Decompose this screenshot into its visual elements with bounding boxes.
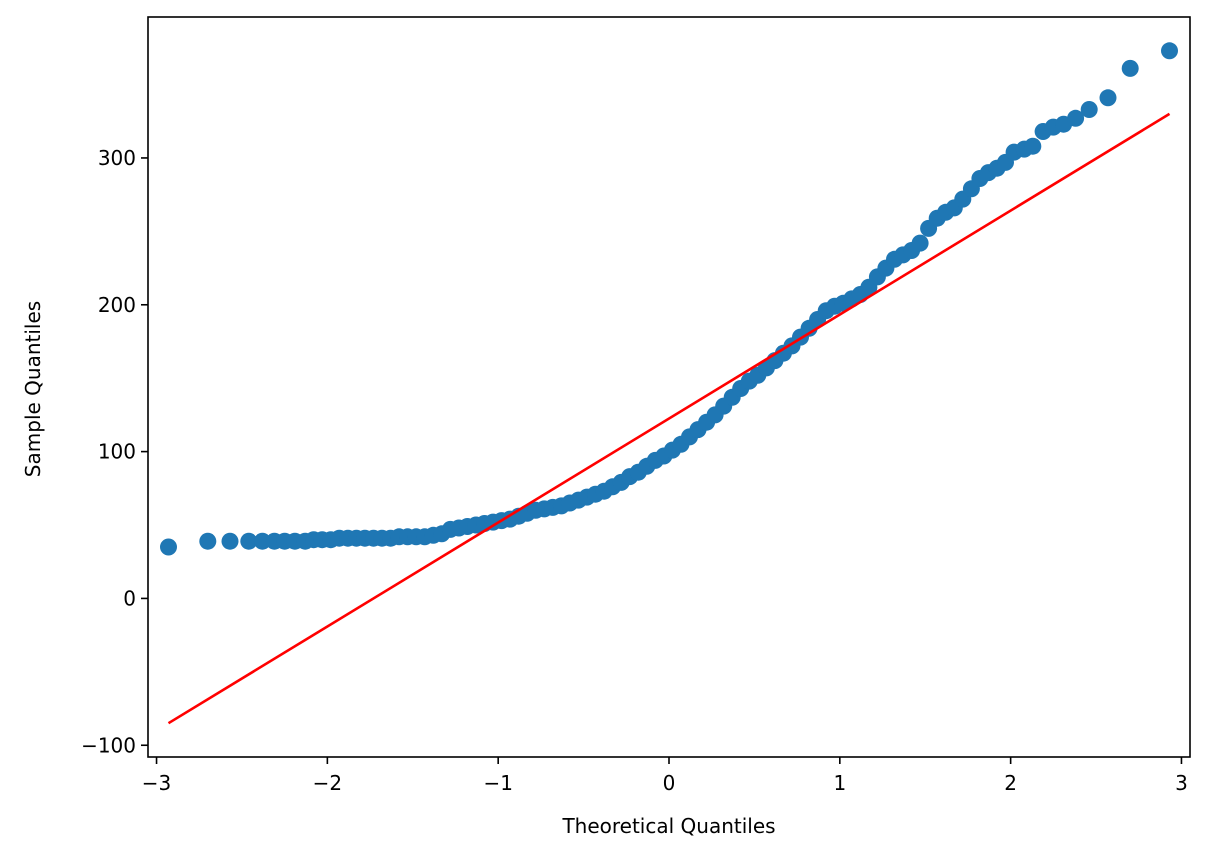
data-point (240, 532, 258, 550)
y-axis-ticks: −100 0 100 200 300 (81, 146, 148, 757)
data-point (199, 532, 217, 550)
data-point (221, 532, 239, 550)
y-tick-label: 0 (123, 586, 136, 610)
x-axis-ticks: −3 −2 −1 0 1 2 3 (142, 757, 1188, 795)
x-axis-label: Theoretical Quantiles (561, 814, 775, 838)
x-tick-label: −3 (142, 771, 171, 795)
data-point (1161, 42, 1178, 60)
data-point (911, 234, 929, 252)
data-point (1080, 101, 1098, 118)
y-tick-label: 300 (98, 146, 136, 170)
x-tick-label: 3 (1175, 771, 1188, 795)
y-tick-label: −100 (81, 733, 136, 757)
plot-area (160, 42, 1178, 725)
data-point (253, 532, 271, 550)
x-tick-label: 0 (663, 771, 676, 795)
data-point (160, 538, 177, 556)
data-point (1024, 137, 1042, 155)
data-point (1121, 59, 1139, 77)
x-tick-label: −2 (313, 771, 342, 795)
y-axis-label: Sample Quantiles (21, 301, 45, 477)
data-point (1099, 89, 1117, 107)
x-tick-label: −1 (483, 771, 512, 795)
data-point (1067, 109, 1085, 127)
y-tick-label: 200 (98, 293, 136, 317)
x-tick-label: 2 (1004, 771, 1017, 795)
reference-line (167, 112, 1171, 725)
y-tick-label: 100 (98, 440, 136, 464)
x-tick-label: 1 (833, 771, 846, 795)
axes-frame (147, 16, 1191, 758)
